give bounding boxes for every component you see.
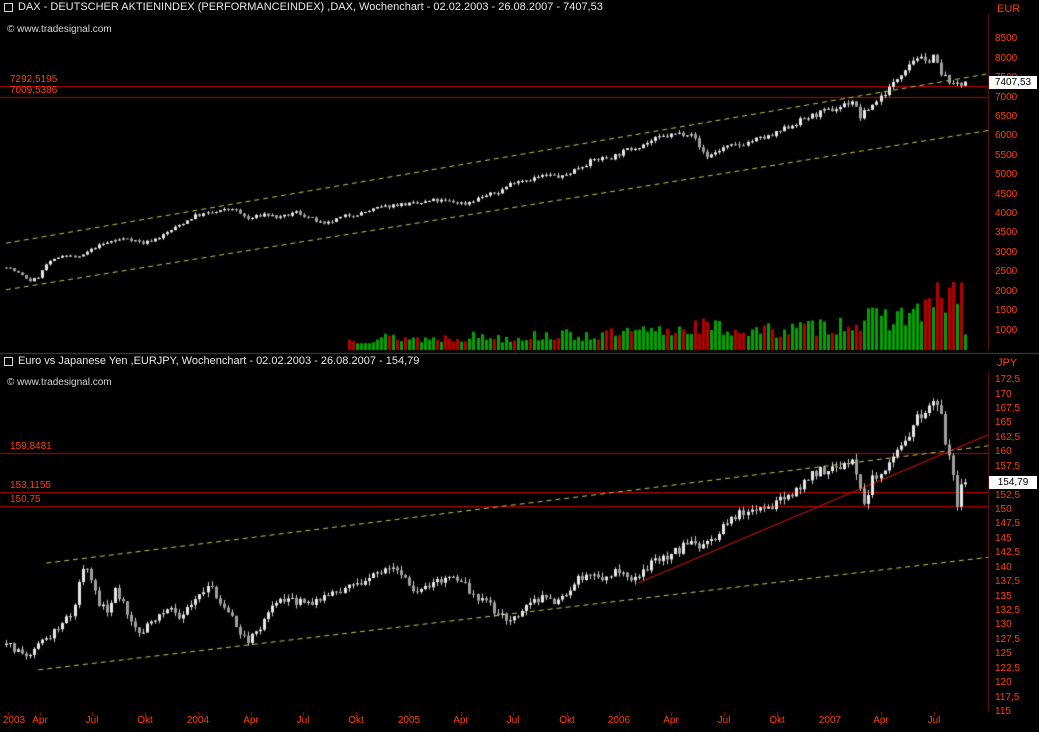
y-tick-label: 6500	[995, 110, 1018, 122]
x-tick-label: Okt	[348, 715, 364, 726]
y-tick-label: 135	[995, 590, 1012, 602]
y-tick-label: 2000	[995, 285, 1018, 297]
y-tick-label: 7000	[995, 91, 1018, 103]
y-tick-label: 8000	[995, 52, 1018, 64]
x-tick-label: Okt	[769, 715, 785, 726]
y-tick-label: 117,5	[995, 691, 1020, 703]
dax-title-bar: DAX - DEUTSCHER AKTIENINDEX (PERFORMANCE…	[4, 1, 603, 14]
y-tick-label: 132,5	[995, 604, 1021, 616]
y-tick-label: 145	[995, 532, 1012, 544]
x-tick-label: 2005	[397, 715, 421, 726]
eurjpy-copyright: © www.tradesignal.com	[7, 377, 112, 388]
y-tick-label: 2500	[995, 266, 1018, 278]
price-level-label: 153,1155	[10, 479, 51, 491]
eurjpy-title-bar: Euro vs Japanese Yen ,EURJPY, Wochenchar…	[4, 355, 419, 368]
x-tick-label: Jul	[506, 715, 520, 726]
y-tick-label: 120	[995, 677, 1012, 689]
dax-last-price-badge: 7407,53	[989, 75, 1037, 89]
y-tick-label: 172,5	[995, 374, 1021, 386]
x-tick-label: Jul	[717, 715, 731, 726]
x-tick-label: Apr	[453, 715, 469, 726]
x-tick-label: Jul	[85, 715, 99, 726]
x-tick-label: Apr	[663, 715, 679, 726]
y-tick-label: 137,5	[995, 576, 1021, 588]
price-level-label: 150,75	[10, 493, 41, 505]
y-tick-label: 4500	[995, 188, 1018, 200]
dax-axis-currency-label: EUR	[997, 3, 1021, 15]
eurjpy-chart-title: Euro vs Japanese Yen ,EURJPY, Wochenchar…	[18, 355, 420, 367]
dax-copyright: © www.tradesignal.com	[7, 24, 112, 35]
y-tick-label: 170	[995, 388, 1012, 400]
chart-window-icon	[4, 3, 13, 12]
y-tick-label: 115	[995, 706, 1011, 717]
eurjpy-axis-currency-label: JPY	[997, 357, 1018, 369]
price-level-label: 7292,5195	[10, 74, 58, 86]
y-tick-label: 1500	[995, 305, 1018, 317]
y-tick-label: 3500	[995, 227, 1018, 239]
y-tick-label: 140	[995, 561, 1012, 573]
y-tick-label: 152,5	[995, 489, 1021, 501]
y-tick-label: 122,5	[995, 662, 1021, 674]
x-tick-label: 2006	[607, 715, 631, 726]
y-tick-label: 157,5	[995, 460, 1021, 472]
x-tick-label: Apr	[243, 715, 259, 726]
y-tick-label: 142,5	[995, 547, 1021, 559]
x-tick-label: Jul	[296, 715, 310, 726]
x-tick-label: 2003	[2, 715, 26, 726]
y-tick-label: 160	[995, 446, 1012, 458]
x-tick-label: Jul	[927, 715, 941, 726]
x-tick-label: Okt	[559, 715, 575, 726]
y-tick-label: 127,5	[995, 633, 1021, 645]
y-tick-label: 165	[995, 417, 1012, 429]
y-tick-label: 125	[995, 648, 1012, 660]
y-tick-label: 150	[995, 503, 1012, 515]
y-tick-label: 147,5	[995, 518, 1021, 530]
y-tick-label: 4000	[995, 208, 1018, 220]
y-tick-label: 130	[995, 619, 1012, 631]
x-tick-label: Apr	[873, 715, 889, 726]
x-tick-label: Okt	[137, 715, 153, 726]
y-tick-label: 5000	[995, 169, 1018, 181]
y-tick-label: 3000	[995, 246, 1018, 258]
dax-chart-title: DAX - DEUTSCHER AKTIENINDEX (PERFORMANCE…	[18, 1, 603, 13]
eurjpy-last-price-badge: 154,79	[989, 476, 1037, 490]
y-tick-label: 167,5	[995, 402, 1021, 414]
x-tick-label: 2007	[818, 715, 842, 726]
price-level-label: 159,8481	[10, 441, 52, 453]
y-tick-label: 8500	[995, 33, 1018, 45]
y-tick-label: 6000	[995, 130, 1018, 142]
y-tick-label: 162,5	[995, 431, 1021, 443]
price-level-label: 7009,5386	[10, 85, 58, 97]
y-tick-label: 5500	[995, 149, 1018, 161]
x-tick-label: Apr	[32, 715, 48, 726]
x-tick-label: 2004	[186, 715, 210, 726]
chart-window-icon	[4, 357, 13, 366]
y-tick-label: 1000	[995, 324, 1018, 336]
